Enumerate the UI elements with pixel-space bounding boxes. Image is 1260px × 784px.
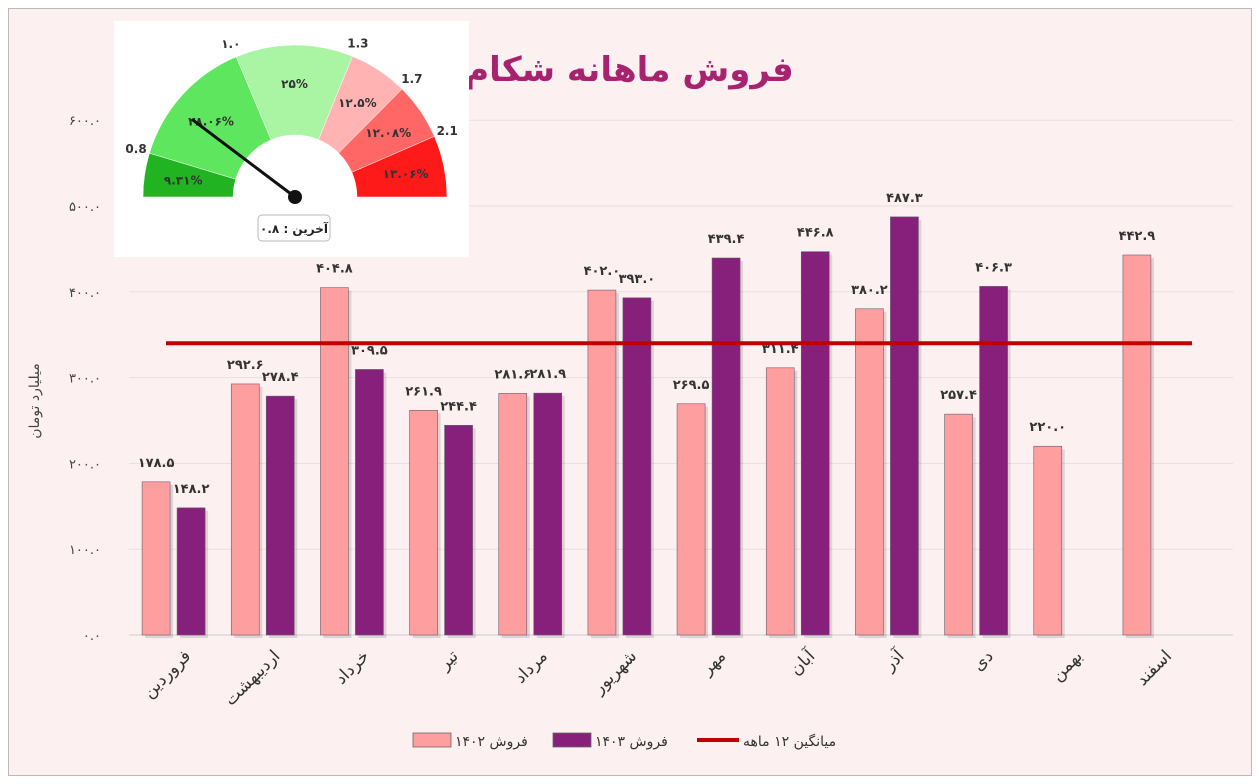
bar <box>587 289 617 636</box>
data-label: ۲۵۷.۴ <box>940 388 977 403</box>
data-label: ۴۳۹.۴ <box>708 232 745 247</box>
gauge-panel: ۹.۳۱%۲۸.۰۶%۲۵%۱۲.۵%۱۲.۰۸%۱۳.۰۶%0.8۱.۰ 1.3… <box>114 21 469 257</box>
data-label: ۲۸۱.۹ <box>529 367 566 382</box>
bar <box>176 507 206 636</box>
gauge-last-box <box>257 214 331 242</box>
bar <box>979 286 1008 636</box>
bar <box>498 393 528 636</box>
y-tick-label: ۳۰۰.۰ <box>69 372 101 387</box>
data-label: ۳۱۱.۴ <box>762 342 799 357</box>
x-tick-label: شهریور <box>588 646 640 698</box>
gauge-tick-label: ۱.۰ <box>221 37 240 51</box>
legend-swatch-1402 <box>412 732 452 748</box>
x-tick-label: فروردین <box>139 646 195 702</box>
bar <box>800 251 830 636</box>
gauge-needle <box>191 118 297 199</box>
data-label: ۲۶۱.۹ <box>405 384 442 399</box>
data-label: ۲۹۲.۶ <box>227 358 264 373</box>
x-tick-label: مهر <box>697 646 730 679</box>
legend-label-1402: فروش ۱۴۰۲ <box>455 734 528 750</box>
data-label: ۴۴۲.۹ <box>1119 229 1156 244</box>
data-label: ۲۷۸.۴ <box>262 370 299 385</box>
gauge-tick-label: 2.1 <box>437 124 458 138</box>
bar <box>141 481 171 636</box>
data-label: ۱۴۸.۲ <box>173 482 210 497</box>
gauge-segment <box>351 136 448 198</box>
bar <box>409 409 438 636</box>
x-tick-label: اردیبهشت <box>221 646 285 710</box>
y-tick-label: ۱۰۰.۰ <box>69 543 101 558</box>
bar <box>265 395 295 636</box>
bar <box>1033 445 1063 636</box>
x-tick-label: اسفند <box>1132 646 1176 690</box>
y-axis-label: میلیارد تومان <box>27 363 43 438</box>
x-tick-label: آذر <box>878 644 910 676</box>
bar <box>230 383 260 636</box>
data-label: ۲۲۰.۰ <box>1029 420 1066 435</box>
bar <box>1122 254 1152 636</box>
gauge-last-label: آخرین : ۰.۸ <box>260 221 329 236</box>
x-tick-label: خرداد <box>331 646 373 688</box>
data-label: ۴۰۶.۳ <box>975 260 1012 275</box>
gauge-segment-label: ۱۲.۰۸% <box>365 126 411 140</box>
legend-swatch-1403 <box>552 732 592 748</box>
data-label: ۴۴۶.۸ <box>797 226 834 241</box>
gauge-segment <box>149 56 272 180</box>
bar <box>855 308 884 636</box>
data-label: ۳۸۰.۲ <box>851 283 888 298</box>
data-label: ۱۷۸.۵ <box>138 456 175 471</box>
bar <box>944 413 973 636</box>
data-label: ۴۸۷.۳ <box>886 191 923 206</box>
gauge-segment-label: ۹.۳۱% <box>164 174 203 188</box>
gauge-segment-label: ۱۳.۰۶% <box>383 167 429 181</box>
bar <box>622 297 652 636</box>
data-label: ۴۰۲.۰ <box>584 264 621 279</box>
bar <box>320 287 349 636</box>
x-tick-label: دی <box>969 646 998 675</box>
gauge-tick-label: 1.7 <box>401 72 422 86</box>
gauge-segment-label: ۱۲.۵% <box>338 96 377 110</box>
data-label: ۴۰۴.۸ <box>316 262 353 277</box>
y-tick-label: ۴۰۰.۰ <box>69 286 101 301</box>
y-tick-label: ۶۰۰.۰ <box>69 114 101 129</box>
bar <box>444 425 473 636</box>
bar <box>711 257 741 636</box>
data-label: ۳۰۹.۵ <box>351 343 388 358</box>
chart-frame: ۱۷۸.۵ ۱۴۸.۲ ۲۹۲.۶ ۲۷۸.۴ ۴۰۴.۸ ۳۰۹.۵ ۲۶۱.۹ ۲۴۴.۴… <box>8 8 1252 776</box>
data-label: ۲۴۴.۴ <box>440 399 477 414</box>
legend-label-average: میانگین ۱۲ ماهه <box>743 733 836 750</box>
gauge-segment-label: ۲۵% <box>281 77 308 91</box>
y-tick-label: ۰.۰ <box>83 629 101 644</box>
y-tick-label: ۵۰۰.۰ <box>69 200 101 215</box>
data-label: ۲۶۹.۵ <box>673 378 710 393</box>
bar <box>533 392 563 636</box>
gauge-tick-label: 1.3 <box>347 36 368 50</box>
gauge-needle-hub <box>288 190 302 204</box>
data-label: ۲۸۱.۶ <box>494 367 531 382</box>
x-tick-label: بهمن <box>1048 646 1087 685</box>
gauge-tick-label: 0.8 <box>125 142 146 156</box>
bar <box>676 403 706 636</box>
bar <box>890 216 919 636</box>
x-tick-label: مرداد <box>511 646 552 687</box>
x-tick-label: تیر <box>434 646 463 675</box>
bar <box>765 367 795 636</box>
data-label: ۳۹۳.۰ <box>619 272 656 287</box>
legend-label-1403: فروش ۱۴۰۳ <box>595 734 668 750</box>
y-tick-label: ۲۰۰.۰ <box>69 457 101 472</box>
x-tick-label: آبان <box>785 644 821 680</box>
bar <box>355 369 384 636</box>
chart-title: فروش ماهانه شکام <box>464 50 794 90</box>
